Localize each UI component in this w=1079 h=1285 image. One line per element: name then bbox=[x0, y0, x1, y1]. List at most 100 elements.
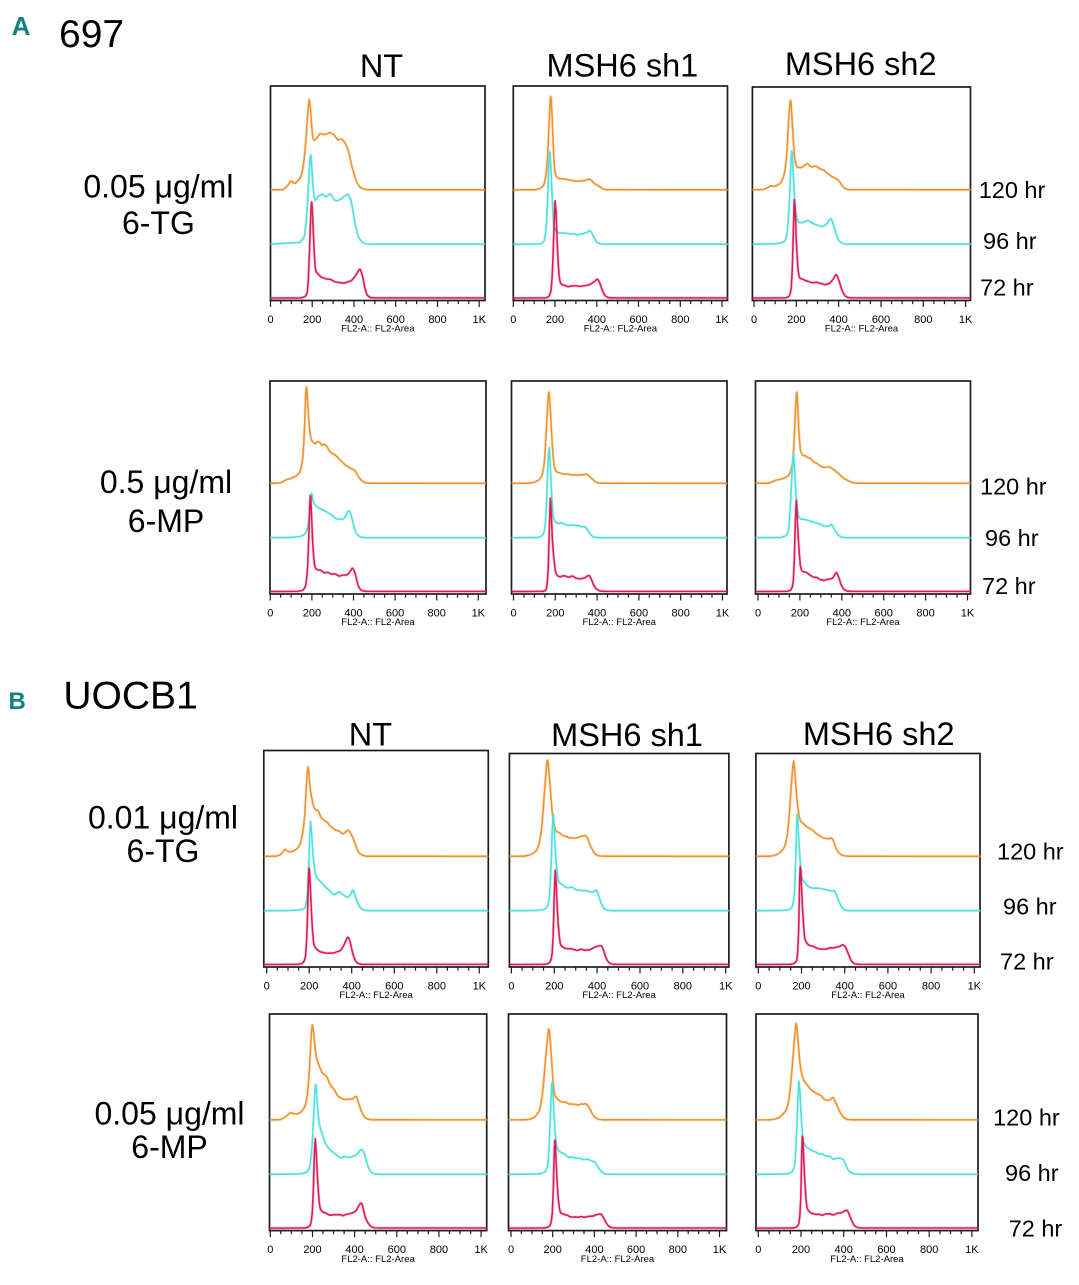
svg-text:400: 400 bbox=[835, 1244, 853, 1256]
svg-text:0: 0 bbox=[755, 980, 761, 992]
svg-text:6-MP: 6-MP bbox=[128, 503, 204, 539]
svg-text:1K: 1K bbox=[968, 980, 982, 992]
svg-text:FL2-A:: FL2-Area: FL2-A:: FL2-Area bbox=[831, 990, 905, 1001]
svg-text:0: 0 bbox=[751, 314, 757, 326]
svg-text:600: 600 bbox=[629, 314, 647, 326]
svg-text:1K: 1K bbox=[473, 980, 487, 992]
svg-text:800: 800 bbox=[671, 314, 689, 326]
svg-text:0: 0 bbox=[264, 980, 270, 992]
svg-text:FL2-A:: FL2-Area: FL2-A:: FL2-Area bbox=[341, 617, 415, 628]
svg-text:6-MP: 6-MP bbox=[131, 1129, 207, 1165]
svg-text:600: 600 bbox=[875, 607, 893, 619]
svg-text:400: 400 bbox=[345, 314, 363, 326]
svg-text:600: 600 bbox=[877, 1244, 895, 1256]
svg-text:600: 600 bbox=[630, 607, 648, 619]
svg-text:FL2-A:: FL2-Area: FL2-A:: FL2-Area bbox=[341, 324, 415, 335]
svg-text:0: 0 bbox=[508, 1244, 514, 1256]
svg-text:200: 200 bbox=[545, 980, 563, 992]
svg-text:400: 400 bbox=[836, 980, 854, 992]
svg-text:0: 0 bbox=[755, 607, 761, 619]
svg-text:200: 200 bbox=[303, 607, 321, 619]
svg-text:400: 400 bbox=[588, 980, 606, 992]
svg-text:200: 200 bbox=[303, 314, 321, 326]
svg-text:1K: 1K bbox=[965, 1244, 979, 1256]
svg-text:0.5 μg/ml: 0.5 μg/ml bbox=[100, 464, 232, 500]
svg-text:96 hr: 96 hr bbox=[1005, 1160, 1059, 1186]
svg-text:1K: 1K bbox=[961, 607, 975, 619]
svg-text:MSH6 sh2: MSH6 sh2 bbox=[803, 716, 955, 752]
svg-text:200: 200 bbox=[787, 314, 805, 326]
svg-text:72 hr: 72 hr bbox=[980, 275, 1034, 301]
svg-text:400: 400 bbox=[588, 314, 606, 326]
svg-text:0: 0 bbox=[267, 1244, 273, 1256]
svg-text:0.01 μg/ml: 0.01 μg/ml bbox=[88, 800, 238, 836]
svg-text:0: 0 bbox=[267, 607, 273, 619]
svg-text:MSH6 sh1: MSH6 sh1 bbox=[547, 48, 699, 84]
svg-text:96 hr: 96 hr bbox=[983, 228, 1037, 254]
svg-text:FL2-A:: FL2-Area: FL2-A:: FL2-Area bbox=[584, 324, 658, 335]
svg-text:800: 800 bbox=[920, 1244, 938, 1256]
svg-text:0: 0 bbox=[267, 314, 273, 326]
svg-text:200: 200 bbox=[303, 1244, 321, 1256]
svg-text:400: 400 bbox=[343, 980, 361, 992]
svg-text:NT: NT bbox=[349, 717, 392, 753]
svg-text:96 hr: 96 hr bbox=[1003, 894, 1057, 920]
svg-text:96 hr: 96 hr bbox=[985, 525, 1039, 551]
svg-text:1K: 1K bbox=[716, 607, 730, 619]
svg-text:1K: 1K bbox=[959, 314, 973, 326]
svg-text:200: 200 bbox=[791, 607, 809, 619]
svg-text:200: 200 bbox=[300, 980, 318, 992]
svg-text:400: 400 bbox=[585, 1244, 603, 1256]
svg-text:FL2-A:: FL2-Area: FL2-A:: FL2-Area bbox=[582, 990, 656, 1001]
svg-text:NT: NT bbox=[360, 48, 403, 84]
svg-text:0: 0 bbox=[510, 314, 516, 326]
svg-text:800: 800 bbox=[916, 607, 934, 619]
svg-text:A: A bbox=[12, 11, 31, 41]
svg-text:UOCB1: UOCB1 bbox=[63, 674, 197, 717]
svg-text:1K: 1K bbox=[472, 607, 486, 619]
svg-text:FL2-A:: FL2-Area: FL2-A:: FL2-Area bbox=[830, 1254, 904, 1265]
svg-text:72 hr: 72 hr bbox=[982, 573, 1036, 599]
svg-text:800: 800 bbox=[669, 1244, 687, 1256]
svg-text:800: 800 bbox=[428, 607, 446, 619]
svg-text:800: 800 bbox=[672, 607, 690, 619]
svg-text:120 hr: 120 hr bbox=[993, 1105, 1060, 1131]
svg-text:400: 400 bbox=[829, 314, 847, 326]
svg-text:600: 600 bbox=[872, 314, 890, 326]
svg-text:800: 800 bbox=[428, 980, 446, 992]
svg-text:72 hr: 72 hr bbox=[1000, 949, 1054, 975]
svg-text:0: 0 bbox=[508, 980, 514, 992]
svg-text:400: 400 bbox=[344, 607, 362, 619]
svg-text:600: 600 bbox=[386, 607, 404, 619]
svg-text:800: 800 bbox=[430, 1244, 448, 1256]
svg-text:FL2-A:: FL2-Area: FL2-A:: FL2-Area bbox=[341, 1254, 415, 1265]
svg-text:1K: 1K bbox=[472, 314, 486, 326]
svg-text:1K: 1K bbox=[715, 314, 729, 326]
svg-text:120 hr: 120 hr bbox=[980, 474, 1047, 500]
svg-text:B: B bbox=[9, 688, 26, 715]
svg-text:800: 800 bbox=[674, 980, 692, 992]
svg-text:0: 0 bbox=[510, 607, 516, 619]
svg-text:6-TG: 6-TG bbox=[127, 833, 200, 869]
svg-text:400: 400 bbox=[833, 607, 851, 619]
svg-text:600: 600 bbox=[385, 980, 403, 992]
svg-text:72 hr: 72 hr bbox=[1009, 1216, 1063, 1242]
svg-text:120 hr: 120 hr bbox=[997, 839, 1064, 865]
svg-text:600: 600 bbox=[387, 314, 405, 326]
svg-text:200: 200 bbox=[546, 314, 564, 326]
svg-text:600: 600 bbox=[631, 980, 649, 992]
svg-text:600: 600 bbox=[627, 1244, 645, 1256]
svg-text:MSH6 sh1: MSH6 sh1 bbox=[551, 717, 703, 753]
svg-text:MSH6 sh2: MSH6 sh2 bbox=[785, 46, 937, 82]
svg-text:FL2-A:: FL2-Area: FL2-A:: FL2-Area bbox=[583, 617, 657, 628]
svg-text:0.05 μg/ml: 0.05 μg/ml bbox=[94, 1096, 244, 1132]
svg-text:800: 800 bbox=[914, 314, 932, 326]
svg-text:0: 0 bbox=[755, 1244, 761, 1256]
svg-text:120 hr: 120 hr bbox=[979, 177, 1046, 203]
svg-text:200: 200 bbox=[544, 1244, 562, 1256]
svg-text:1K: 1K bbox=[713, 1244, 727, 1256]
svg-text:800: 800 bbox=[922, 980, 940, 992]
svg-text:FL2-A:: FL2-Area: FL2-A:: FL2-Area bbox=[581, 1254, 655, 1265]
svg-text:200: 200 bbox=[792, 980, 810, 992]
svg-text:600: 600 bbox=[879, 980, 897, 992]
